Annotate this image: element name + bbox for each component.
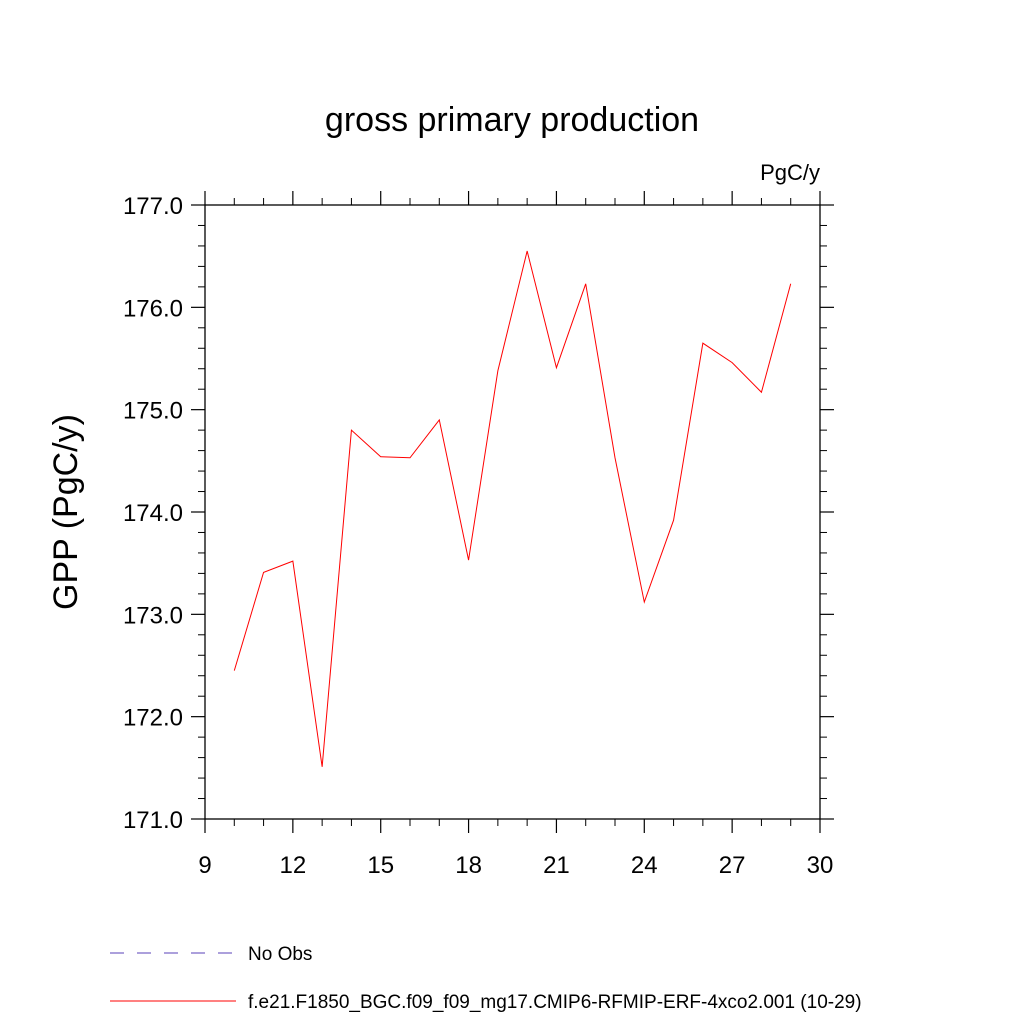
plot-frame [204, 204, 821, 820]
legend-label-no-obs: No Obs [248, 944, 312, 965]
y-tick-label: 172.0 [123, 705, 183, 732]
units-label: PgC/y [760, 160, 820, 185]
x-tick-label: 12 [280, 852, 307, 879]
y-axis-label: GPP (PgC/y) [47, 414, 85, 610]
y-axis-ticks [191, 204, 834, 820]
x-tick-label: 21 [543, 852, 570, 879]
y-axis-tick-labels: 171.0 172.0 173.0 174.0 175.0 176.0 177.0 [123, 193, 183, 834]
chart-title: gross primary production [325, 101, 699, 139]
legend-label-model-run: f.e21.F1850_BGC.f09_f09_mg17.CMIP6-RFMIP… [248, 992, 862, 1013]
x-tick-label: 18 [455, 852, 482, 879]
x-axis-tick-labels: 9 12 15 18 21 24 27 30 [198, 852, 833, 879]
y-tick-label: 174.0 [123, 500, 183, 527]
y-tick-label: 176.0 [123, 295, 183, 322]
x-axis-ticks [204, 191, 821, 833]
series-line [233, 250, 792, 767]
y-tick-label: 177.0 [123, 193, 183, 220]
y-tick-label: 173.0 [123, 602, 183, 629]
x-tick-label: 9 [198, 852, 211, 879]
x-tick-label: 15 [367, 852, 394, 879]
series-layer [233, 250, 792, 767]
y-tick-label: 175.0 [123, 398, 183, 425]
legend: No Obs f.e21.F1850_BGC.f09_f09_mg17.CMIP… [110, 944, 862, 1013]
y-tick-label: 171.0 [123, 807, 183, 834]
x-tick-label: 24 [631, 852, 658, 879]
x-tick-label: 27 [719, 852, 746, 879]
x-tick-label: 30 [807, 852, 834, 879]
